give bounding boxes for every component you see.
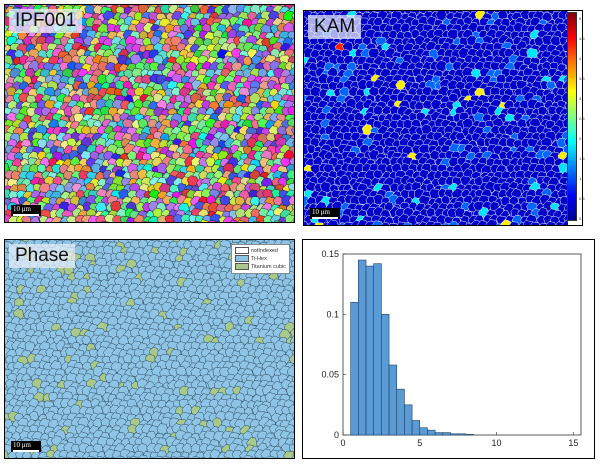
- x-tick-label: 10: [492, 438, 502, 448]
- histogram-bar: [396, 388, 405, 436]
- histogram-bar: [434, 432, 444, 436]
- histogram-bar: [419, 427, 428, 436]
- legend-item-titanium-cubic: Titanium cubic: [234, 263, 286, 271]
- legend-swatch: [234, 263, 249, 271]
- histogram-bar: [465, 434, 474, 436]
- colorbar-tick: 1: [579, 176, 582, 181]
- legend-text: Titanium cubic: [250, 264, 286, 270]
- histogram-bar: [450, 433, 459, 436]
- ipf-scale-text: 10 μm: [13, 205, 31, 213]
- histogram-bar: [457, 433, 467, 436]
- phase-scale-bar: 10 μm: [11, 441, 41, 452]
- kam-scale-text: 10 μm: [312, 208, 330, 216]
- kam-colorbar-gradient: [567, 12, 577, 221]
- phase-map: [5, 240, 294, 458]
- colorbar-tick: 0: [579, 216, 582, 221]
- histogram-chart: 0 5 10 15 0 0.05 0.1 0.15: [321, 249, 582, 448]
- legend-item-ti-hex: Ti-Hex: [234, 255, 286, 263]
- colorbar-tick: 5: [579, 16, 582, 21]
- grain-layer: [5, 240, 294, 458]
- y-tick-label: 0.05: [321, 370, 339, 380]
- histogram-bar: [373, 263, 382, 436]
- colorbar-tick: 4: [579, 56, 582, 61]
- kam-label: KAM: [308, 15, 362, 39]
- ipf-scale-bar: 10 μm: [11, 205, 41, 216]
- colorbar-tick: 4.5: [579, 36, 585, 41]
- legend-swatch: [234, 255, 249, 263]
- legend-text: Ti-Hex: [250, 256, 267, 262]
- histogram-bar: [411, 420, 421, 436]
- x-tick-label: 5: [417, 438, 422, 448]
- ipf-label: IPF001: [9, 9, 83, 33]
- colorbar-tick: 3.5: [579, 76, 585, 81]
- colorbar-tick: 1.5: [579, 156, 585, 161]
- kam-map: [304, 11, 568, 225]
- histogram-bar: [381, 314, 390, 436]
- histogram-bar: [442, 432, 451, 436]
- kam-map-panel: KAM 10 μm: [303, 10, 583, 226]
- colorbar-tick: 2.5: [579, 116, 585, 121]
- legend-item-notindexed: notIndexed: [234, 247, 286, 255]
- x-tick-label: 15: [568, 438, 578, 448]
- y-tick-label: 0.15: [321, 249, 339, 259]
- histogram-bar: [427, 429, 436, 436]
- histogram-panel: 0 5 10 15 0 0.05 0.1 0.15: [302, 239, 595, 459]
- legend-text: notIndexed: [250, 248, 278, 254]
- histogram-bar: [404, 404, 413, 436]
- grain-layer: [5, 5, 294, 222]
- phase-label: Phase: [9, 244, 75, 268]
- y-tick-label: 0: [334, 430, 339, 440]
- kam-colorbar: 5 4.5 4 3.5 3 2.5 2 1.5 1 0.5 0: [567, 12, 589, 226]
- histogram-bar: [365, 265, 375, 436]
- y-tick-label: 0.1: [326, 309, 339, 319]
- colorbar-tick: 3: [579, 96, 582, 101]
- ipf-map-panel: IPF001 10 μm: [4, 4, 295, 223]
- colorbar-tick: 0.5: [579, 196, 585, 201]
- x-tick-label: 0: [340, 438, 345, 448]
- phase-legend: notIndexed Ti-Hex Titanium cubic: [230, 244, 290, 274]
- phase-map-panel: Phase notIndexed Ti-Hex Titanium cubic 1…: [4, 239, 295, 459]
- colorbar-tick: 2: [579, 136, 582, 141]
- legend-swatch: [234, 247, 249, 255]
- grain-layer: [304, 11, 568, 225]
- histogram-bar: [350, 301, 359, 436]
- histogram-bar: [388, 364, 398, 436]
- histogram-bar: [358, 259, 367, 436]
- kam-scale-bar: 10 μm: [310, 208, 340, 219]
- ipf-orientation-map: [5, 5, 294, 222]
- phase-scale-text: 10 μm: [13, 441, 31, 449]
